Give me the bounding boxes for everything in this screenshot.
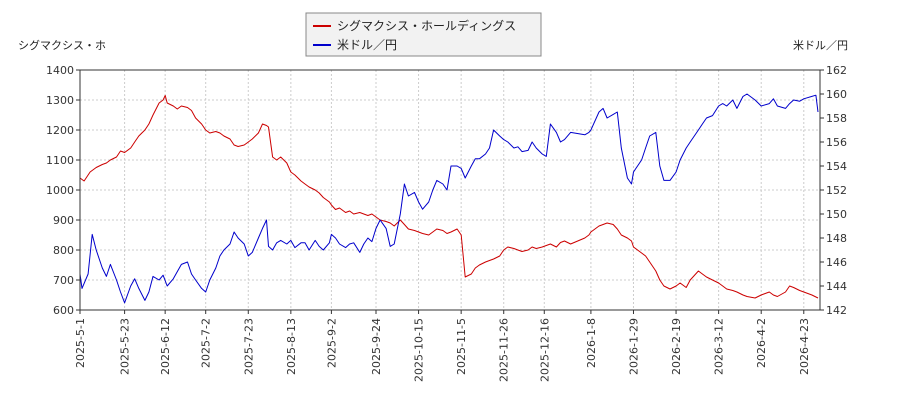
x-tick-label: 2026-3-12 bbox=[713, 318, 726, 375]
series-lines bbox=[79, 93, 819, 304]
x-tick-label: 2025-11-26 bbox=[498, 318, 511, 382]
x-tick-label: 2025-5-1 bbox=[74, 318, 87, 368]
left-tick-label: 1300 bbox=[46, 94, 74, 107]
left-tick-label: 800 bbox=[53, 244, 74, 257]
axes: 600 700 800 900 1000 1100 1200 1300 1400 142 144 14… bbox=[46, 64, 847, 382]
left-axis-title: シグマクシス・ホ bbox=[18, 38, 106, 52]
x-tick-label: 2025-10-15 bbox=[413, 318, 426, 382]
right-tick-label: 156 bbox=[826, 136, 847, 149]
left-tick-label: 1200 bbox=[46, 124, 74, 137]
left-tick-label: 900 bbox=[53, 214, 74, 227]
x-tick-label: 2026-2-19 bbox=[670, 318, 683, 375]
right-tick-label: 160 bbox=[826, 88, 847, 101]
right-tick-label: 150 bbox=[826, 208, 847, 221]
right-tick-label: 152 bbox=[826, 184, 847, 197]
right-tick-label: 148 bbox=[826, 232, 847, 245]
x-tick-label: 2025-6-12 bbox=[159, 318, 172, 375]
x-tick-label: 2025-8-13 bbox=[285, 318, 298, 375]
plot-frame bbox=[79, 69, 821, 311]
x-tick-label: 2025-5-23 bbox=[119, 318, 132, 375]
legend-label-stock: シグマクシス・ホールディングス bbox=[337, 18, 516, 33]
x-tick-label: 2026-4-2 bbox=[755, 318, 768, 368]
left-tick-label: 1000 bbox=[46, 184, 74, 197]
left-tick-label: 600 bbox=[53, 304, 74, 317]
x-tick-label: 2025-7-2 bbox=[200, 318, 213, 368]
right-tick-label: 158 bbox=[826, 112, 847, 125]
left-tick-label: 1100 bbox=[46, 154, 74, 167]
x-tick-label: 2025-7-23 bbox=[242, 318, 255, 375]
legend-box bbox=[305, 12, 542, 57]
x-tick-label: 2025-9-24 bbox=[370, 318, 383, 375]
x-tick-label: 2026-4-23 bbox=[798, 318, 811, 375]
x-tick-label: 2025-9-2 bbox=[325, 318, 338, 368]
series-line-stock bbox=[79, 95, 819, 299]
series-line-usdjpy bbox=[79, 93, 819, 304]
legend: シグマクシス・ホールディングス 米ドル／円 bbox=[305, 12, 542, 57]
x-tick-label: 2025-12-16 bbox=[538, 318, 551, 382]
right-tick-label: 142 bbox=[826, 304, 847, 317]
gridlines bbox=[79, 69, 820, 311]
right-axis-title: 米ドル／円 bbox=[793, 39, 848, 52]
left-tick-label: 1400 bbox=[46, 64, 74, 77]
x-tick-label: 2026-1-29 bbox=[627, 318, 640, 375]
right-tick-label: 146 bbox=[826, 256, 847, 269]
legend-label-usdjpy: 米ドル／円 bbox=[337, 38, 397, 52]
x-tick-label: 2026-1-8 bbox=[585, 318, 598, 368]
right-tick-label: 144 bbox=[826, 280, 847, 293]
left-tick-label: 700 bbox=[53, 274, 74, 287]
right-tick-label: 162 bbox=[826, 64, 847, 77]
x-tick-label: 2025-11-5 bbox=[455, 318, 468, 375]
right-tick-label: 154 bbox=[826, 160, 847, 173]
